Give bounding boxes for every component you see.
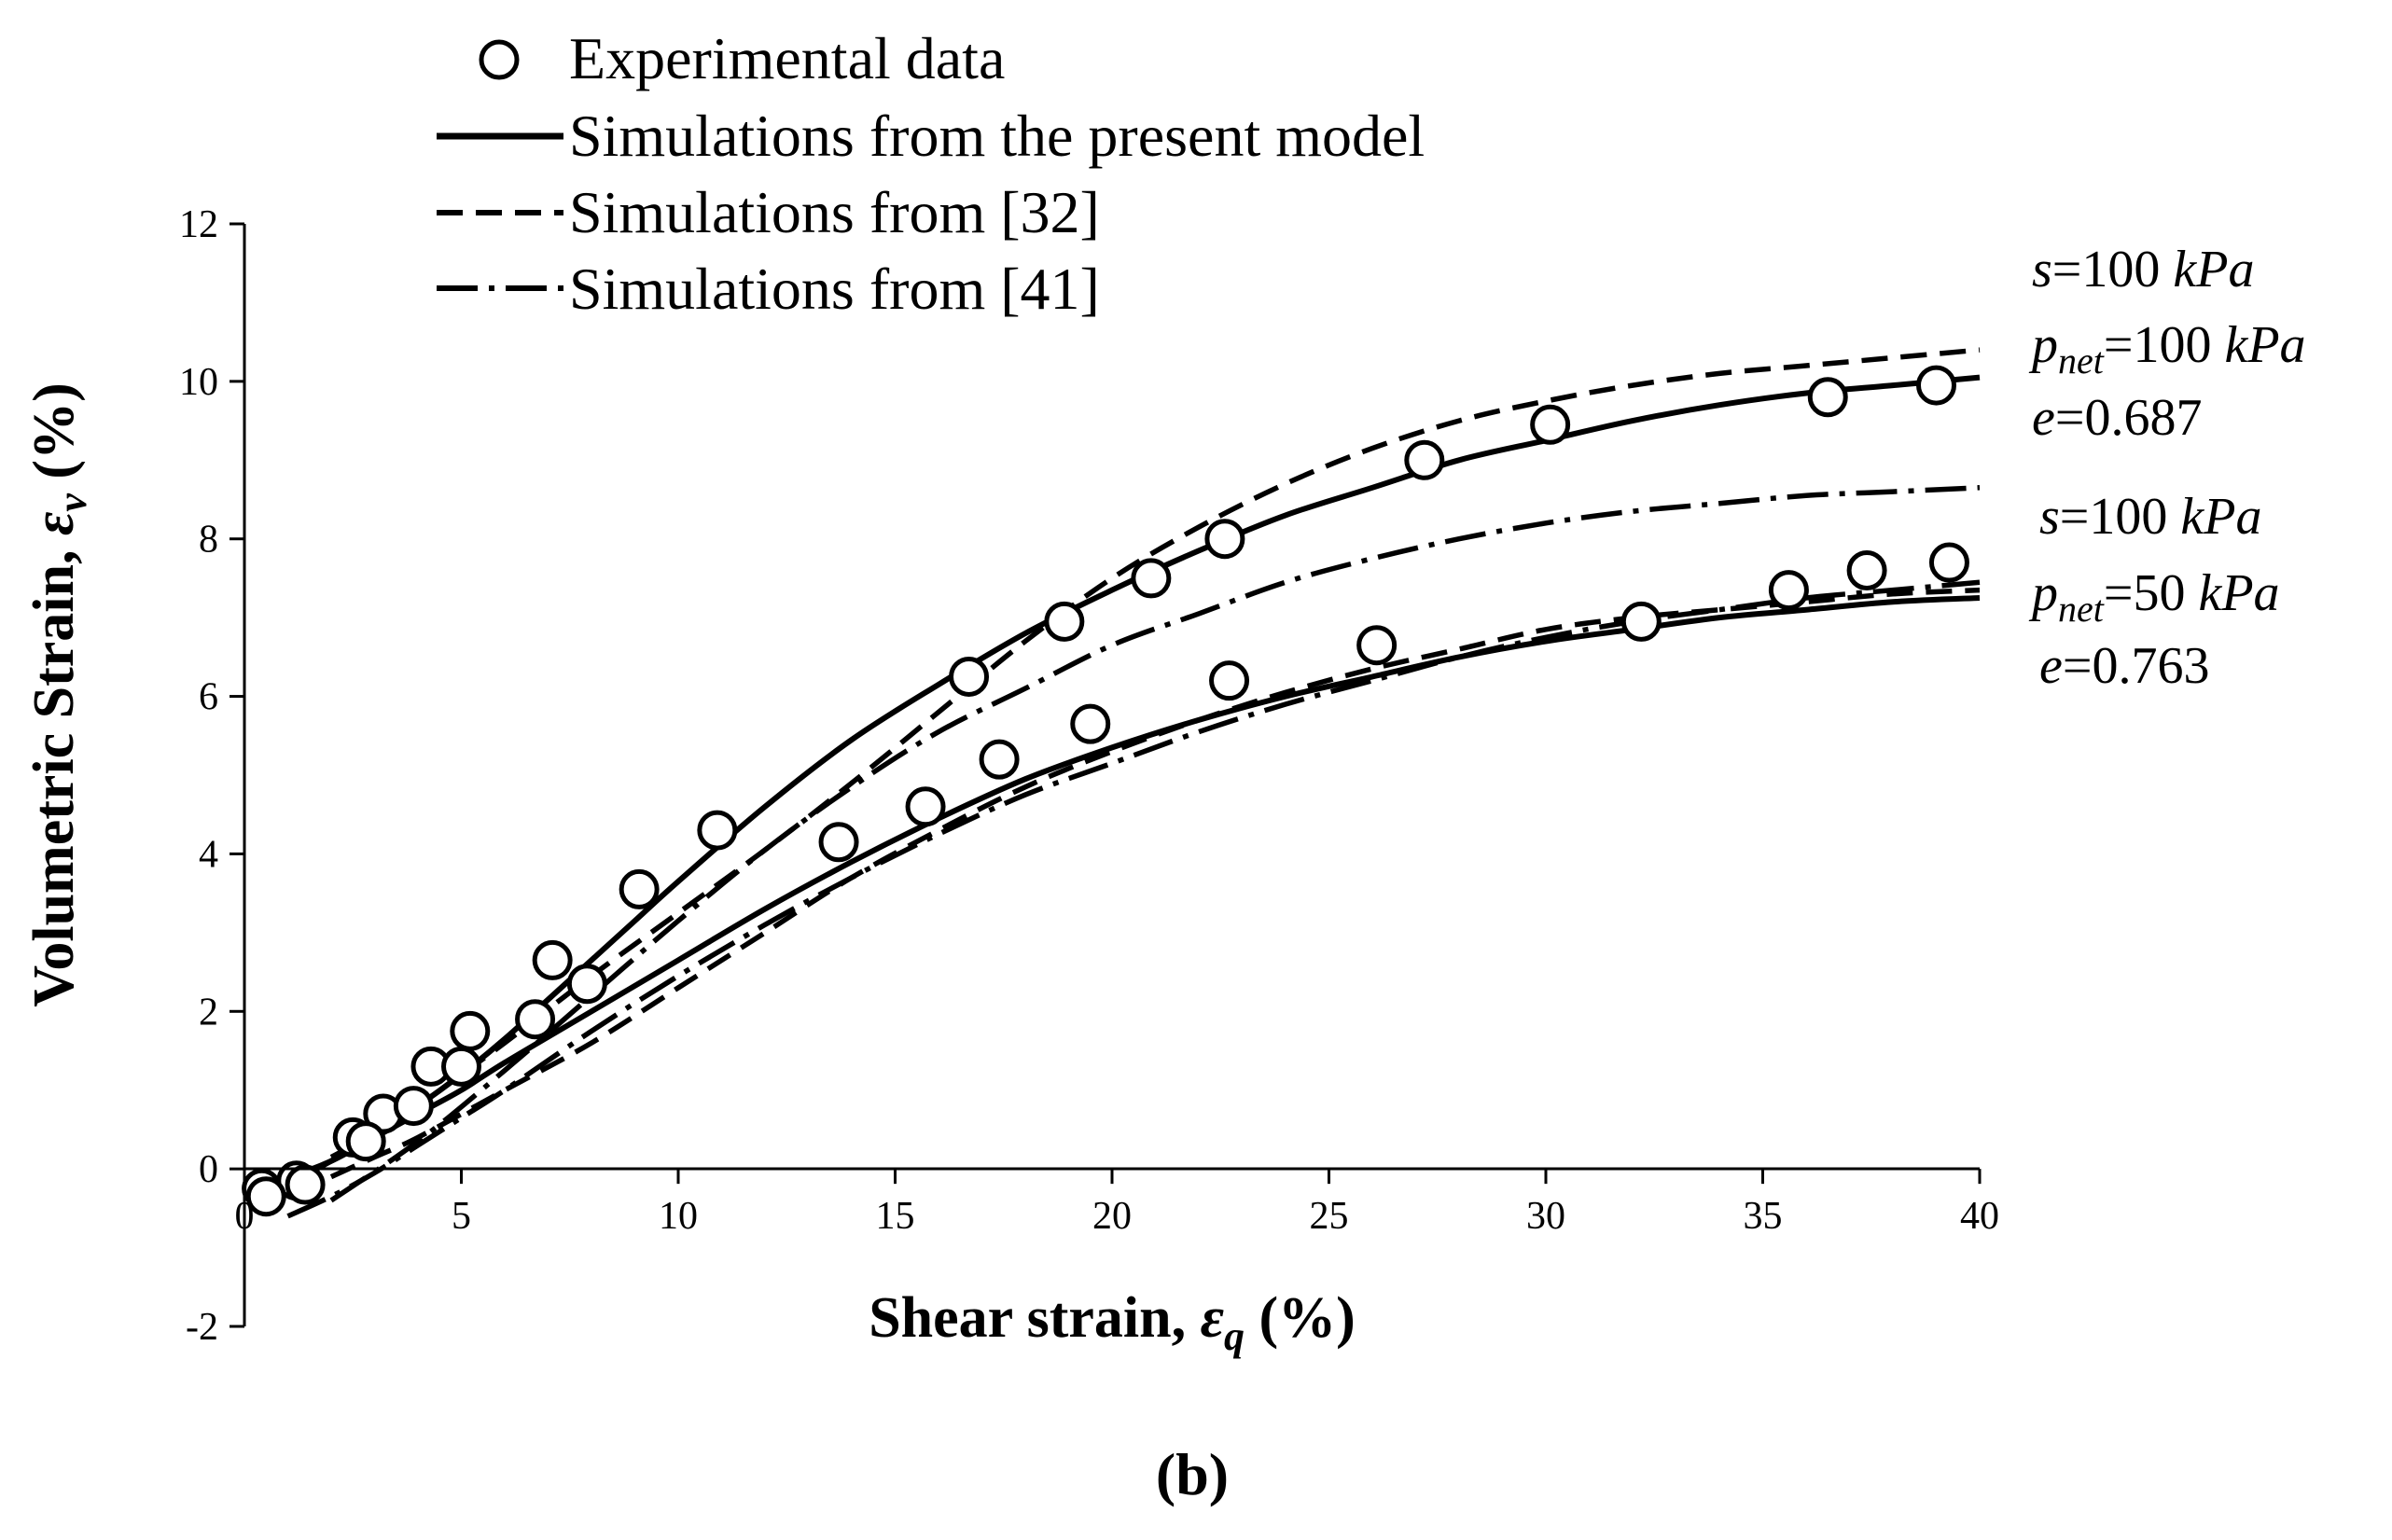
annotation-2-void-ratio: e=0.763 (2039, 637, 2209, 695)
experimental-data-point (979, 739, 1020, 780)
axes: -2 0 2 4 6 8 10 12 0 5 10 15 20 25 30 35 40 (179, 203, 1999, 1349)
legend-marker-experimental (479, 39, 520, 80)
x-axis-title-symbol: ε (1201, 1286, 1224, 1350)
annotation-1-pnet: pnet=100 kPa (2028, 316, 2306, 382)
legend: Experimental data Simulations from the p… (437, 25, 1425, 322)
experimental-data-point (1928, 542, 1969, 583)
experimental-data-point (1620, 601, 1662, 642)
plot-markers (242, 365, 1969, 1217)
experimental-data-point (532, 939, 573, 980)
x-axis-title-suffix: (%) (1245, 1286, 1356, 1350)
y-axis-title-symbol: ε (22, 512, 86, 535)
series-line-dashed-4 (329, 347, 1981, 1159)
series-line-dashed-5 (329, 587, 1981, 1180)
x-axis-title-sub: q (1224, 1313, 1245, 1359)
annotation-1-suction: s=100 kPa (2032, 241, 2254, 298)
x-tick-label: 20 (1092, 1195, 1132, 1238)
x-axis-title: Shear strain, εq (%) (869, 1286, 1356, 1359)
experimental-data-point (619, 868, 660, 909)
x-tick-label: 15 (876, 1195, 915, 1238)
experimental-data-point (1044, 601, 1085, 642)
x-tick-label: 35 (1744, 1195, 1783, 1238)
y-tick-label: 2 (199, 991, 218, 1034)
x-ticks: 0 5 10 15 20 25 30 35 40 (235, 1169, 1999, 1238)
experimental-data-point (393, 1086, 434, 1127)
svg-text:Volumetric Strain, εv (%): Volumetric Strain, εv (%) (22, 382, 95, 1006)
y-axis-title-main: Volumetric Strain, (22, 535, 86, 1007)
y-tick-label: 0 (199, 1148, 218, 1191)
experimental-data-point (566, 964, 607, 1005)
x-tick-label: 5 (452, 1195, 471, 1238)
experimental-data-point (1916, 365, 1956, 406)
experimental-data-point (245, 1176, 286, 1217)
experimental-data-point (1530, 404, 1571, 445)
experimental-data-point (1131, 558, 1172, 599)
experimental-data-point (1846, 549, 1887, 590)
y-tick-label: -2 (186, 1306, 218, 1349)
annotation-2-suction: s=100 kPa (2039, 488, 2261, 546)
y-axis-title-sub: v (49, 493, 95, 512)
y-axis-title-suffix: (%) (22, 382, 86, 493)
annotation-pnet-50: s=100 kPa pnet=50 kPa e=0.763 (2028, 488, 2280, 695)
experimental-data-point (818, 822, 859, 863)
legend-label-ref41: Simulations from [41] (569, 256, 1100, 322)
experimental-data-point (1768, 570, 1809, 611)
x-tick-label: 40 (1960, 1195, 1999, 1238)
experimental-data-point (1404, 439, 1445, 480)
x-tick-label: 0 (235, 1195, 255, 1238)
experimental-data-point (285, 1164, 326, 1205)
experimental-data-point (345, 1121, 386, 1162)
x-tick-label: 30 (1526, 1195, 1565, 1238)
experimental-data-point (1209, 660, 1250, 701)
experimental-data-point (441, 1046, 481, 1087)
legend-label-present-model: Simulations from the present model (569, 103, 1425, 169)
experimental-data-point (697, 810, 738, 851)
y-tick-label: 4 (199, 833, 218, 876)
experimental-data-point (450, 1010, 491, 1051)
experimental-data-point (1807, 377, 1848, 418)
experimental-data-point (1356, 625, 1398, 666)
experimental-data-point (949, 656, 990, 697)
y-tick-label: 6 (199, 676, 218, 719)
experimental-data-point (905, 786, 946, 827)
y-tick-label: 12 (179, 203, 218, 246)
annotation-2-pnet: pnet=50 kPa (2028, 564, 2280, 630)
series-line-dashdot-7 (286, 579, 1981, 1219)
panel-label: (b) (1156, 1441, 1229, 1507)
annotation-pnet-100: s=100 kPa pnet=100 kPa e=0.687 (2028, 241, 2306, 447)
legend-label-ref32: Simulations from [32] (569, 179, 1100, 245)
series-line-solid-3 (243, 595, 1981, 1187)
y-axis-title: Volumetric Strain, εv (%) (22, 382, 95, 1006)
experimental-data-point (515, 999, 556, 1040)
x-axis-title-main: Shear strain, (869, 1286, 1200, 1350)
experimental-data-point (1070, 703, 1111, 744)
y-tick-label: 10 (179, 361, 218, 404)
y-tick-label: 8 (199, 519, 218, 562)
annotation-1-void-ratio: e=0.687 (2032, 389, 2202, 447)
x-tick-label: 10 (659, 1195, 698, 1238)
experimental-data-point (1204, 519, 1245, 560)
plot-lines (243, 347, 1981, 1219)
legend-label-experimental: Experimental data (569, 25, 1005, 91)
x-tick-label: 25 (1310, 1195, 1349, 1238)
y-ticks: -2 0 2 4 6 8 10 12 (179, 203, 244, 1349)
